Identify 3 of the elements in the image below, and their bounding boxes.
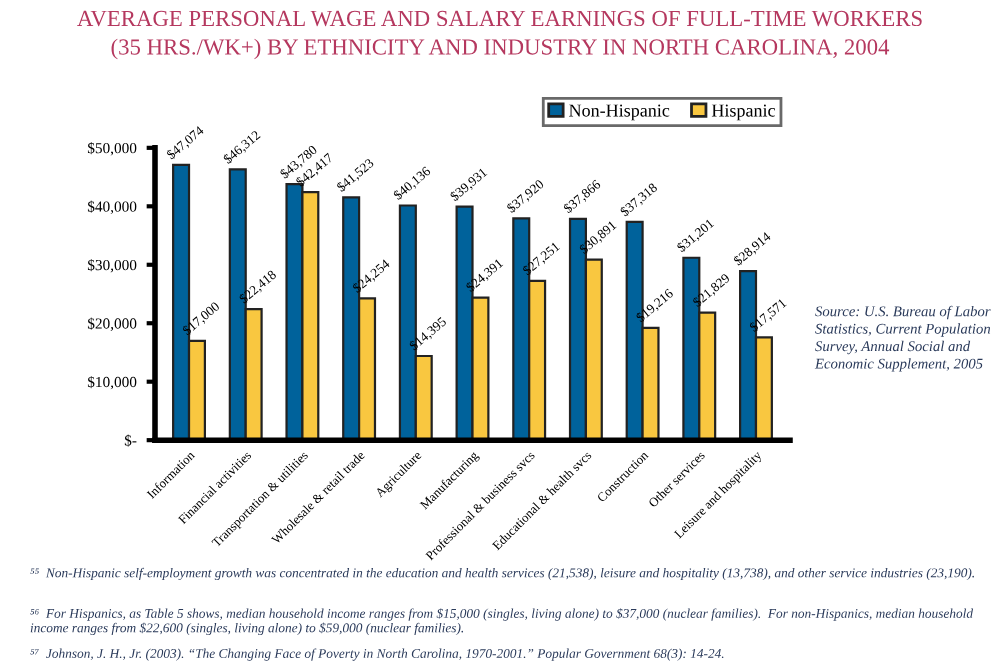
chart-title: AVERAGE PERSONAL WAGE AND SALARY EARNINGS OF FULL-TIME WORKERS (35 HRS./WK+) BY ETHNICITY AND INDUSTRY IN NORTH CAROLINA, 2004 [77, 10, 922, 60]
legend-label: Hispanic [711, 104, 775, 121]
legend-label: Non-Hispanic [569, 104, 670, 121]
